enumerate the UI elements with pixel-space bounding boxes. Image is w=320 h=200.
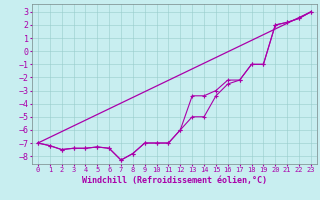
X-axis label: Windchill (Refroidissement éolien,°C): Windchill (Refroidissement éolien,°C) [82,176,267,185]
